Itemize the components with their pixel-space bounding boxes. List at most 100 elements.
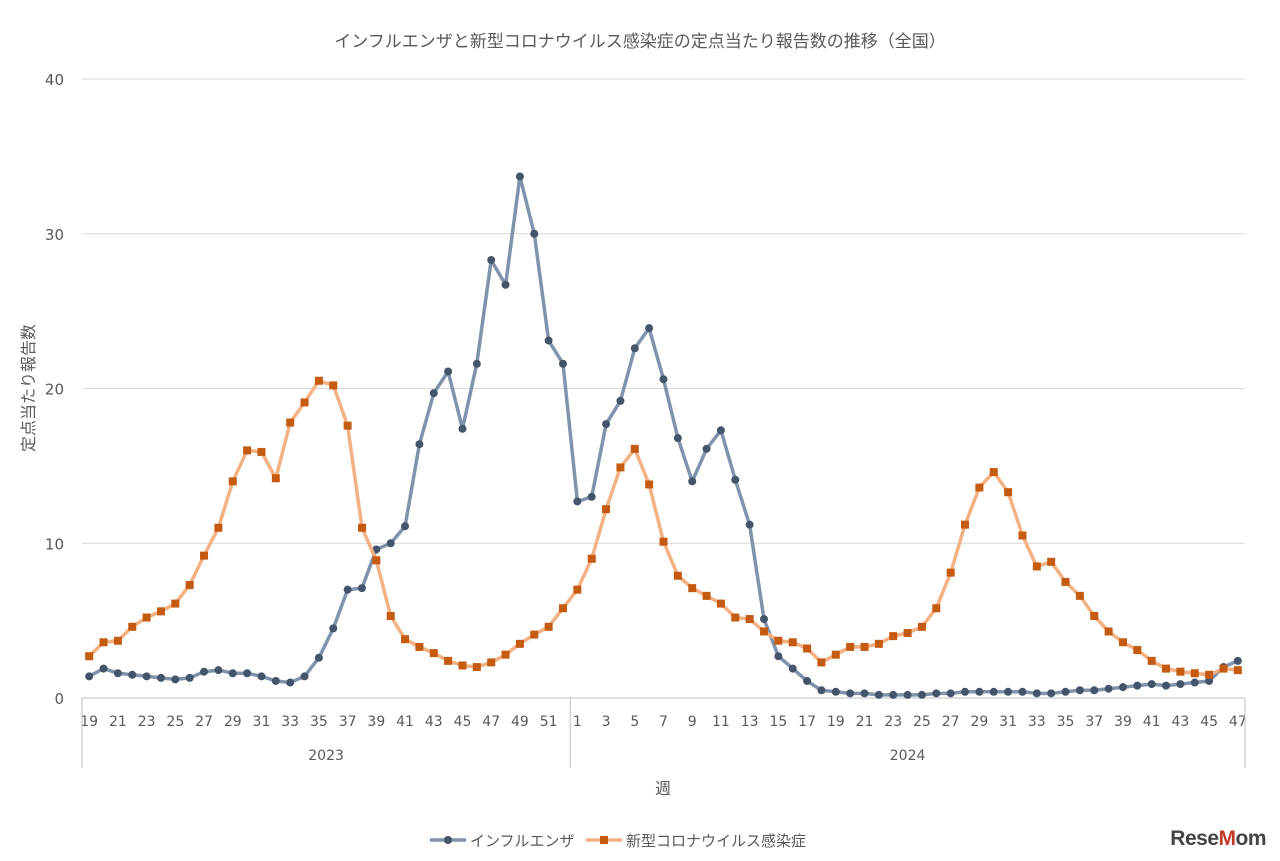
data-point bbox=[745, 615, 754, 624]
data-point bbox=[472, 663, 481, 672]
y-tick-label: 40 bbox=[45, 71, 64, 89]
data-point bbox=[932, 604, 941, 613]
data-point bbox=[200, 667, 209, 676]
x-tick-label: 31 bbox=[999, 714, 1017, 730]
data-point bbox=[989, 468, 998, 477]
data-point bbox=[329, 381, 338, 390]
x-axis-label: 週 bbox=[655, 779, 671, 798]
data-point bbox=[128, 622, 137, 631]
data-point bbox=[1176, 680, 1185, 689]
data-point bbox=[243, 669, 252, 678]
year-label: 2024 bbox=[890, 748, 926, 764]
data-point bbox=[444, 367, 453, 376]
data-point bbox=[286, 418, 295, 427]
data-point bbox=[1004, 488, 1013, 497]
data-point bbox=[1075, 686, 1084, 695]
data-point bbox=[817, 658, 826, 667]
data-point bbox=[357, 523, 366, 532]
data-point bbox=[515, 172, 524, 181]
data-point bbox=[602, 505, 611, 514]
data-point bbox=[616, 463, 625, 472]
x-tick-label: 27 bbox=[942, 714, 960, 730]
data-point bbox=[415, 642, 424, 651]
data-point bbox=[343, 421, 352, 430]
data-point bbox=[271, 676, 280, 685]
data-point bbox=[961, 687, 970, 696]
data-point bbox=[530, 630, 539, 639]
data-point bbox=[903, 629, 912, 638]
data-point bbox=[831, 687, 840, 696]
chart-title: インフルエンザと新型コロナウイルス感染症の定点当たり報告数の推移（全国） bbox=[334, 32, 946, 52]
data-point bbox=[487, 256, 496, 265]
data-point bbox=[458, 661, 467, 670]
data-point bbox=[1090, 611, 1099, 620]
x-tick-label: 25 bbox=[166, 714, 184, 730]
data-point bbox=[961, 520, 970, 529]
x-tick-label: 41 bbox=[396, 714, 414, 730]
series-line-1 bbox=[88, 174, 1239, 697]
data-point bbox=[645, 480, 654, 489]
data-point bbox=[558, 359, 567, 368]
data-point bbox=[1104, 627, 1113, 636]
data-point bbox=[544, 336, 553, 345]
data-point bbox=[386, 539, 395, 548]
data-point bbox=[401, 522, 410, 531]
y-tick-label: 20 bbox=[45, 381, 64, 399]
legend-marker bbox=[444, 836, 452, 844]
series-line-2 bbox=[87, 379, 1238, 677]
x-tick-label: 43 bbox=[1171, 714, 1189, 730]
x-tick-label: 33 bbox=[1028, 714, 1046, 730]
data-point bbox=[1147, 680, 1156, 689]
data-point bbox=[788, 664, 797, 673]
x-tick-label: 27 bbox=[195, 714, 213, 730]
data-point bbox=[142, 672, 151, 681]
data-point bbox=[401, 635, 410, 644]
data-point bbox=[1133, 681, 1142, 690]
data-point bbox=[185, 673, 194, 682]
data-point bbox=[257, 447, 266, 456]
x-tick-label: 51 bbox=[540, 714, 558, 730]
data-point bbox=[874, 690, 883, 699]
x-tick-label: 13 bbox=[741, 714, 759, 730]
data-point bbox=[1061, 687, 1070, 696]
x-tick-label: 23 bbox=[884, 714, 902, 730]
data-point bbox=[85, 652, 94, 661]
x-tick-label: 35 bbox=[310, 714, 328, 730]
data-point bbox=[1176, 667, 1185, 676]
x-tick-label: 15 bbox=[769, 714, 787, 730]
data-point bbox=[917, 690, 926, 699]
x-tick-label: 17 bbox=[798, 714, 816, 730]
data-point bbox=[946, 689, 955, 698]
legend-label: 新型コロナウイルス感染症 bbox=[626, 832, 806, 850]
x-tick-label: 39 bbox=[1114, 714, 1132, 730]
data-point bbox=[716, 426, 725, 435]
y-tick-label: 0 bbox=[54, 690, 64, 708]
data-point bbox=[286, 678, 295, 687]
x-tick-label: 3 bbox=[602, 714, 611, 730]
data-point bbox=[372, 545, 381, 554]
data-point bbox=[774, 652, 783, 661]
data-point bbox=[716, 599, 725, 608]
data-point bbox=[731, 475, 740, 484]
x-tick-label: 25 bbox=[913, 714, 931, 730]
data-point bbox=[544, 622, 553, 631]
data-point bbox=[1104, 684, 1113, 693]
data-point bbox=[357, 584, 366, 593]
data-point bbox=[1032, 562, 1041, 571]
data-point bbox=[214, 666, 223, 675]
data-point bbox=[587, 492, 596, 501]
data-point bbox=[587, 554, 596, 563]
x-tick-label: 37 bbox=[1085, 714, 1103, 730]
data-point bbox=[817, 686, 826, 695]
data-point bbox=[1075, 591, 1084, 600]
data-point bbox=[659, 537, 668, 546]
x-tick-label: 39 bbox=[367, 714, 385, 730]
data-point bbox=[444, 656, 453, 665]
x-tick-label: 43 bbox=[425, 714, 443, 730]
data-point bbox=[760, 615, 769, 624]
data-point bbox=[889, 632, 898, 641]
x-tick-label: 33 bbox=[281, 714, 299, 730]
data-point bbox=[688, 477, 697, 486]
data-point bbox=[458, 424, 467, 433]
data-point bbox=[831, 650, 840, 659]
